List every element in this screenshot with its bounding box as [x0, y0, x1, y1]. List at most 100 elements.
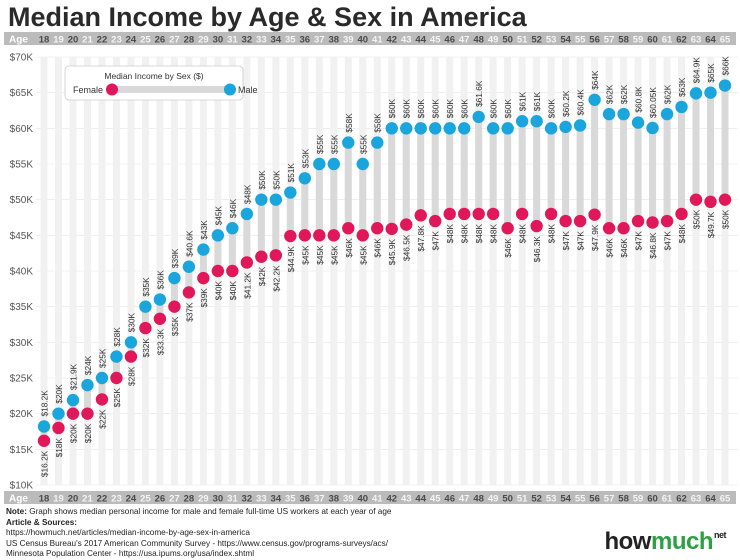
income-gap-bar — [562, 126, 570, 222]
male-value-label: $55K — [329, 134, 339, 154]
age-tick-bottom: 49 — [488, 494, 499, 505]
male-value-label: $61.6K — [474, 80, 484, 107]
age-column-track — [518, 57, 526, 485]
y-tick-label: $10K — [10, 481, 34, 492]
female-income-dot — [284, 229, 297, 243]
male-value-label: $39K — [170, 248, 180, 268]
age-column-track — [315, 57, 323, 485]
female-income-dot — [704, 195, 717, 209]
male-income-dot — [153, 293, 167, 306]
age-column-track — [243, 57, 251, 485]
age-tick-top: 23 — [111, 35, 122, 46]
income-gap-bar — [54, 413, 62, 428]
female-value-label: $44.9K — [286, 246, 296, 273]
male-income-dot — [617, 107, 630, 121]
age-tick-top: 56 — [589, 35, 600, 46]
age-tick-bottom: 42 — [386, 494, 397, 505]
source-link-article[interactable]: https://howmuch.net/articles/median-inco… — [6, 528, 250, 538]
female-income-dot — [429, 214, 442, 228]
income-gap-bar — [649, 127, 657, 223]
female-income-dot — [197, 271, 210, 285]
age-tick-bottom: 62 — [676, 494, 687, 505]
age-tick-bottom: 29 — [198, 494, 209, 505]
female-income-dot — [486, 207, 500, 221]
age-tick-bottom: 22 — [97, 494, 108, 505]
male-value-label: $55K — [358, 134, 368, 154]
age-column-track — [562, 57, 570, 485]
female-value-label: $37K — [184, 302, 194, 322]
age-column-track — [591, 57, 599, 485]
female-income-dot — [443, 207, 456, 221]
age-tick-top: 46 — [444, 35, 455, 46]
male-value-label: $60.2K — [561, 90, 571, 117]
age-column-track — [605, 57, 613, 485]
age-column-track — [431, 57, 439, 485]
male-value-label: $40.6K — [184, 230, 194, 257]
age-column-track — [170, 57, 178, 485]
female-income-dot — [559, 214, 572, 228]
male-income-dot — [95, 371, 109, 385]
female-income-dot — [356, 229, 369, 242]
male-income-dot — [530, 115, 543, 128]
female-income-dot — [631, 214, 645, 228]
female-income-dot — [400, 218, 413, 231]
male-value-label: $66K — [721, 56, 731, 76]
male-value-label: $60K — [547, 98, 557, 118]
age-tick-top: 65 — [720, 35, 731, 46]
male-value-label: $35K — [141, 277, 151, 297]
legend: Median Income by Sex ($) Female Male — [64, 65, 258, 101]
note-label: Note: — [6, 507, 27, 516]
income-gap-bar — [373, 142, 381, 229]
age-column-track — [141, 57, 149, 485]
female-value-label: $18K — [54, 437, 64, 457]
income-gap-bar — [286, 192, 294, 237]
male-income-dot — [313, 157, 326, 171]
logo-much: much — [650, 528, 714, 555]
age-tick-top: 24 — [126, 35, 137, 46]
male-value-label: $61K — [532, 91, 542, 111]
age-column-track — [373, 57, 381, 485]
female-income-dot — [37, 434, 51, 447]
age-column-track — [475, 57, 483, 485]
female-income-dot — [124, 350, 138, 363]
age-column-track — [301, 57, 309, 485]
male-value-label: $60K — [460, 98, 470, 118]
age-tick-bottom: 65 — [720, 494, 731, 505]
female-value-label: $47K — [576, 231, 586, 251]
female-value-label: $40K — [228, 281, 238, 301]
source-link-ipums[interactable]: Minnesota Population Center - https://us… — [6, 549, 255, 559]
female-value-label: $47.8K — [416, 225, 426, 252]
age-column-track — [286, 57, 294, 485]
female-income-dot — [501, 222, 514, 235]
age-column-track — [678, 57, 686, 485]
male-value-label: $28K — [112, 327, 122, 347]
legend-male-label: Male — [238, 85, 258, 95]
age-tick-top: 64 — [705, 35, 716, 46]
age-column-track — [330, 57, 338, 485]
age-tick-bottom: 28 — [184, 494, 195, 505]
age-column-track — [272, 57, 280, 485]
source-link-census[interactable]: US Census Bureau's 2017 American Communi… — [6, 538, 388, 548]
income-gap-bar — [489, 128, 497, 214]
footer-note: Note: Graph shows median personal income… — [6, 507, 566, 518]
age-tick-top: 45 — [430, 35, 441, 46]
female-value-label: $46K — [344, 238, 354, 258]
age-column-track — [721, 57, 729, 485]
female-income-dot — [371, 222, 384, 235]
age-tick-top: 34 — [271, 35, 282, 46]
male-income-dot — [298, 172, 312, 185]
female-income-dot — [457, 207, 471, 221]
income-gap-bar — [185, 266, 193, 293]
age-tick-top: 61 — [662, 35, 673, 46]
female-value-label: $20K — [68, 423, 78, 443]
age-column-track — [83, 57, 91, 485]
age-column-track — [547, 57, 555, 485]
female-income-dot — [544, 207, 558, 221]
y-tick-label: $55K — [10, 160, 34, 171]
male-income-dot — [255, 193, 268, 206]
female-income-dot — [95, 393, 109, 406]
age-tick-bottom: 31 — [227, 494, 238, 505]
age-column-track — [634, 57, 642, 485]
male-value-label: $20K — [54, 384, 64, 404]
income-gap-bar — [692, 93, 700, 200]
